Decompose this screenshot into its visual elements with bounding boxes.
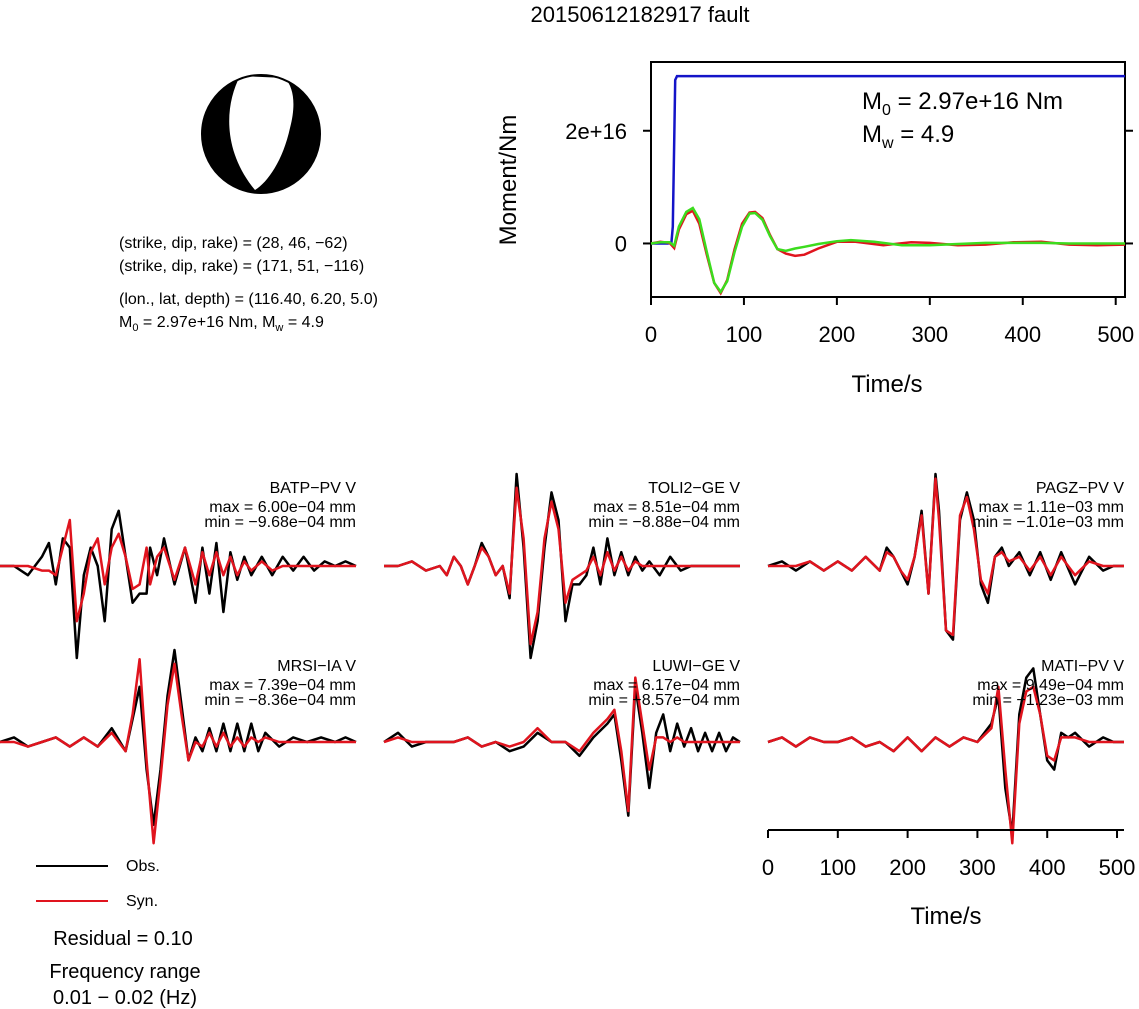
station-name: LUWI−GE V <box>652 658 740 675</box>
moment-x-tick-label: 100 <box>726 322 763 347</box>
station-min: min = −8.88e−04 mm <box>588 514 740 531</box>
station-name: TOLI2−GE V <box>648 480 740 497</box>
station-max: max = 6.00e−04 mm <box>209 499 356 516</box>
waveform-obs-trace <box>0 509 357 660</box>
moment-series-group <box>650 74 1126 296</box>
station-max: max = 6.17e−04 mm <box>593 677 740 694</box>
waveform-x-tick-label: 100 <box>819 855 856 880</box>
waveform-x-tick-label: 500 <box>1099 855 1136 880</box>
moment-x-tick-label: 400 <box>1004 322 1041 347</box>
waveform-x-tick-label: 200 <box>889 855 926 880</box>
station-max: max = 1.11e−03 mm <box>978 499 1124 516</box>
waveform-x-label: Time/s <box>910 903 981 930</box>
moment-series-green <box>650 206 1125 295</box>
moment-x-tick-label: 200 <box>819 322 856 347</box>
moment-y-label: Moment/Nm <box>495 115 522 246</box>
legend-syn-label: Syn. <box>126 893 158 910</box>
station-min: min = −1.23e−03 mm <box>972 692 1124 709</box>
figure-title: 20150612182917 fault <box>531 2 750 27</box>
magnitude-params: M0 = 2.97e+16 Nm, Mw = 4.9 <box>119 314 324 334</box>
waveform-syn-trace <box>767 685 1124 845</box>
beachball <box>201 74 321 194</box>
moment-x-tick-label: 300 <box>911 322 948 347</box>
station-min: min = −9.68e−04 mm <box>204 514 356 531</box>
moment-plot-frame <box>650 61 1126 298</box>
legend: Obs. Syn. <box>36 858 160 910</box>
moment-x-tick-label: 500 <box>1097 322 1134 347</box>
frequency-label: Frequency range <box>49 961 200 983</box>
moment-annot-m0: M0 = 2.97e+16 Nm <box>862 88 1063 119</box>
location-params: (lon., lat, depth) = (116.40, 6.20, 5.0) <box>119 291 378 308</box>
moment-plot: M0 = 2.97e+16 Nm Mw = 4.9 0 100 200 300 400 5… <box>495 61 1134 398</box>
station-max: max = 8.51e−04 mm <box>593 499 740 516</box>
station-name: PAGZ−PV V <box>1036 480 1125 497</box>
waveform-syn-trace <box>384 486 740 646</box>
waveform-syn-trace <box>383 676 740 813</box>
residual-text: Residual = 0.10 <box>53 928 193 950</box>
station-max: max = 9.49e−04 mm <box>977 677 1124 694</box>
waveform-x-tick-label: 400 <box>1029 855 1066 880</box>
waveform-syn-trace <box>768 477 1124 637</box>
moment-axes: 0 100 200 300 400 500 0 2e+16 <box>565 119 1134 347</box>
station-max: max = 7.39e−04 mm <box>209 677 356 694</box>
strike-dip-rake-1: (strike, dip, rake) = (28, 46, −62) <box>119 235 348 252</box>
moment-y-tick-label: 0 <box>615 231 627 256</box>
moment-annot-mw: Mw = 4.9 <box>862 121 954 152</box>
moment-series-red <box>650 209 1126 296</box>
waveform-syn-trace <box>0 657 356 845</box>
waveform-x-tick-label: 300 <box>959 855 996 880</box>
strike-dip-rake-2: (strike, dip, rake) = (171, 51, −116) <box>119 258 364 275</box>
waveform-syn-trace <box>0 518 356 623</box>
station-min: min = −8.36e−04 mm <box>204 692 356 709</box>
waveform-time-axis: 0 100 200 300 400 500 <box>762 829 1136 880</box>
station-min: min = −1.01e−03 mm <box>972 514 1124 531</box>
station-name: BATP−PV V <box>270 480 357 497</box>
moment-y-tick-label: 2e+16 <box>565 119 627 144</box>
station-name: MRSI−IA V <box>277 658 356 675</box>
station-min: min = −8.57e−04 mm <box>588 692 740 709</box>
station-name: MATI−PV V <box>1041 658 1124 675</box>
legend-obs-label: Obs. <box>126 858 160 875</box>
moment-x-tick-label: 0 <box>645 322 657 347</box>
frequency-value: 0.01 − 0.02 (Hz) <box>53 987 197 1009</box>
waveform-x-tick-label: 0 <box>762 855 774 880</box>
moment-x-label: Time/s <box>851 371 922 398</box>
